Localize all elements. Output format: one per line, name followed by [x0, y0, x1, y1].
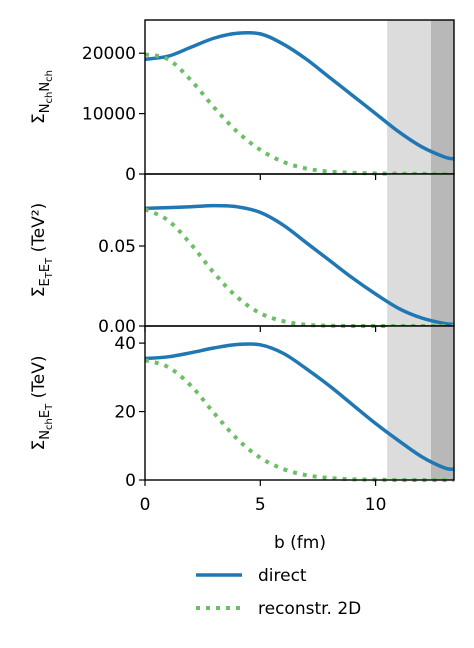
panels: 0 10000 20000 ΣNchNch 0.00 0.05 ΣETET (TeV²) 0 2… [29, 19, 455, 515]
y-tick-label: 20000 [82, 44, 136, 64]
x-tick-label: 5 [255, 495, 266, 515]
y-axis-label: ΣNchNch [29, 70, 55, 124]
series-line-direct [144, 30, 455, 161]
panel-3: 0 20 40 0 5 10 ΣNchET (TeV) [29, 325, 455, 515]
legend-label-2: reconstr. 2D [258, 599, 361, 619]
shaded-region-1 [387, 20, 431, 174]
x-axis-label: b (fm) [274, 533, 326, 553]
plot-frame [144, 325, 455, 481]
x-tick-label: 0 [140, 495, 151, 515]
y-tick-label: 20 [114, 403, 136, 423]
y-tick-label: 10000 [82, 105, 136, 125]
shaded-region-2 [430, 174, 454, 326]
y-tick-label: 0 [125, 165, 136, 185]
y-tick-label: 0.05 [98, 237, 136, 257]
legend-label-1: direct [258, 566, 307, 586]
y-axis-label: ΣNchET (TeV) [29, 356, 55, 451]
shaded-region-1 [387, 174, 431, 326]
y-tick-label: 40 [114, 334, 136, 354]
legend: direct reconstr. 2D [196, 566, 361, 619]
panel-2: 0.00 0.05 ΣETET (TeV²) [29, 173, 455, 337]
y-tick-label: 0.00 [98, 317, 136, 337]
series-line-direct [144, 342, 455, 471]
shaded-region-2 [430, 326, 454, 480]
x-tick-label: 10 [365, 495, 387, 515]
shaded-region-2 [430, 20, 454, 174]
y-axis-label: ΣETET (TeV²) [29, 203, 55, 297]
y-tick-label: 0 [125, 471, 136, 491]
shaded-region-1 [387, 326, 431, 480]
series-line-direct [144, 203, 455, 327]
panel-1: 0 10000 20000 ΣNchNch [29, 19, 455, 185]
